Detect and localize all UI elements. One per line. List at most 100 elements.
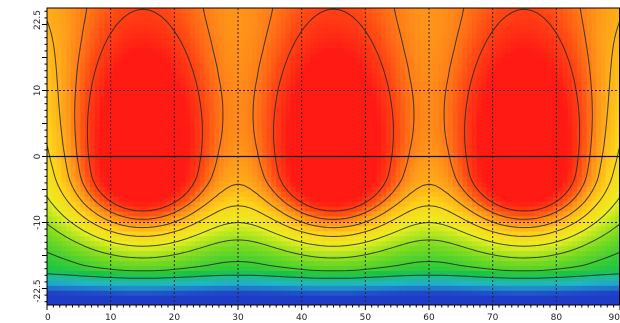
heatmap-cell bbox=[405, 136, 411, 143]
heatmap-cell bbox=[352, 235, 358, 242]
heatmap-cell bbox=[228, 166, 234, 172]
heatmap-cell bbox=[156, 126, 163, 133]
heatmap-cell bbox=[195, 250, 201, 257]
heatmap-cell bbox=[218, 47, 225, 54]
heatmap-cell bbox=[386, 191, 392, 197]
heatmap-cell bbox=[195, 121, 201, 128]
heatmap-cell bbox=[209, 27, 215, 34]
heatmap-cell bbox=[190, 220, 196, 227]
heatmap-cell bbox=[180, 171, 187, 177]
heatmap-cell bbox=[343, 146, 349, 153]
heatmap-cell bbox=[233, 52, 239, 59]
heatmap-cell bbox=[118, 62, 125, 68]
heatmap-cell bbox=[70, 300, 77, 305]
heatmap-cell bbox=[113, 102, 120, 108]
heatmap-cell bbox=[304, 107, 311, 113]
heatmap-cell bbox=[338, 102, 344, 108]
heatmap-cell bbox=[171, 92, 177, 98]
heatmap-cell bbox=[338, 62, 344, 68]
heatmap-cell bbox=[56, 260, 62, 266]
heatmap-cell bbox=[94, 116, 101, 123]
heatmap-cell bbox=[257, 97, 263, 103]
heatmap-cell bbox=[247, 22, 253, 29]
heatmap-cell bbox=[70, 280, 77, 286]
heatmap-cell bbox=[433, 191, 440, 197]
heatmap-cell bbox=[94, 151, 101, 158]
heatmap-cell bbox=[85, 250, 91, 257]
heatmap-cell bbox=[429, 77, 435, 83]
heatmap-cell bbox=[70, 72, 77, 78]
heatmap-cell bbox=[123, 42, 129, 49]
heatmap-cell bbox=[419, 161, 425, 167]
heatmap-cell bbox=[252, 196, 258, 202]
heatmap-cell bbox=[94, 22, 101, 29]
heatmap-cell bbox=[338, 156, 344, 163]
heatmap-cell bbox=[142, 250, 148, 257]
heatmap-cell bbox=[314, 260, 320, 266]
heatmap-cell bbox=[433, 240, 440, 247]
heatmap-cell bbox=[438, 72, 444, 78]
heatmap-cell bbox=[280, 131, 287, 138]
heatmap-cell bbox=[51, 57, 58, 64]
heatmap-cell bbox=[199, 97, 206, 103]
heatmap-cell bbox=[80, 290, 86, 296]
heatmap-cell bbox=[390, 171, 397, 177]
heatmap-cell bbox=[395, 141, 401, 148]
heatmap-cell bbox=[109, 131, 115, 138]
heatmap-cell bbox=[414, 27, 421, 34]
heatmap-cell bbox=[147, 196, 153, 202]
heatmap-cell bbox=[128, 171, 134, 177]
heatmap-cell bbox=[343, 52, 349, 59]
heatmap-cell bbox=[323, 32, 330, 39]
heatmap-cell bbox=[113, 126, 120, 133]
heatmap-cell bbox=[99, 131, 105, 138]
heatmap-cell bbox=[161, 136, 167, 143]
heatmap-cell bbox=[276, 245, 282, 252]
heatmap-cell bbox=[118, 250, 125, 257]
heatmap-cell bbox=[419, 181, 425, 187]
heatmap-cell bbox=[285, 295, 292, 301]
heatmap-cell bbox=[195, 82, 201, 88]
heatmap-cell bbox=[343, 97, 349, 103]
heatmap-cell bbox=[414, 82, 421, 88]
heatmap-cell bbox=[118, 295, 125, 301]
heatmap-cell bbox=[290, 151, 296, 158]
heatmap-cell bbox=[128, 220, 134, 227]
heatmap-cell bbox=[261, 136, 268, 143]
heatmap-cell bbox=[390, 230, 397, 237]
heatmap-cell bbox=[70, 151, 77, 158]
heatmap-cell bbox=[180, 270, 187, 276]
heatmap-cell bbox=[309, 57, 316, 64]
heatmap-cell bbox=[271, 8, 277, 14]
heatmap-cell bbox=[429, 116, 435, 123]
heatmap-cell bbox=[438, 230, 444, 237]
heatmap-cell bbox=[257, 32, 263, 39]
heatmap-cell bbox=[238, 206, 244, 212]
heatmap-cell bbox=[333, 107, 339, 113]
heatmap-cell bbox=[328, 176, 335, 182]
heatmap-cell bbox=[309, 136, 316, 143]
heatmap-cell bbox=[47, 186, 53, 192]
heatmap-cell bbox=[347, 57, 354, 64]
heatmap-cell bbox=[66, 270, 72, 276]
heatmap-cell bbox=[429, 92, 435, 98]
heatmap-cell bbox=[175, 8, 182, 14]
heatmap-cell bbox=[261, 270, 268, 276]
heatmap-cell bbox=[295, 215, 301, 222]
heatmap-cell bbox=[132, 72, 139, 78]
heatmap-cell bbox=[190, 235, 196, 242]
heatmap-cell bbox=[405, 146, 411, 153]
heatmap-cell bbox=[333, 210, 339, 217]
heatmap-cell bbox=[419, 72, 425, 78]
heatmap-cell bbox=[85, 280, 91, 286]
heatmap-cell bbox=[147, 141, 153, 148]
heatmap-cell bbox=[175, 186, 182, 192]
heatmap-cell bbox=[223, 240, 230, 247]
heatmap-cell bbox=[414, 126, 421, 133]
heatmap-cell bbox=[156, 250, 163, 257]
heatmap-cell bbox=[156, 300, 163, 305]
heatmap-cell bbox=[156, 131, 163, 138]
heatmap-cell bbox=[295, 176, 301, 182]
heatmap-cell bbox=[405, 215, 411, 222]
